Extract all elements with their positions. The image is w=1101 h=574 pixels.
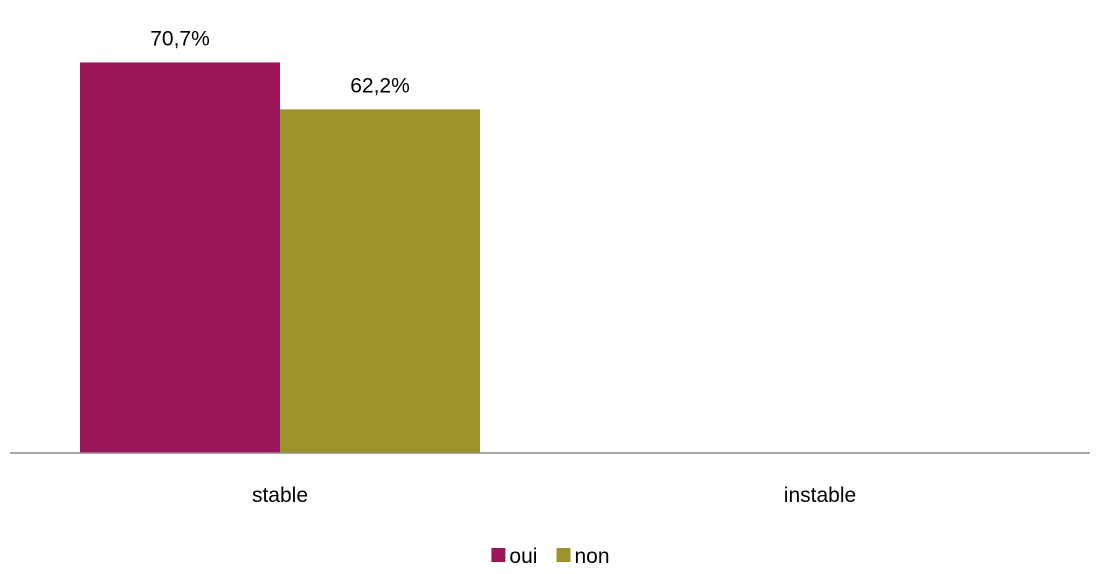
legend-label-non: non (575, 545, 610, 568)
legend: oui non (491, 545, 610, 568)
bar-stable-non (280, 109, 480, 453)
category-labels-group: stable instable (252, 484, 856, 507)
bars-group (80, 62, 480, 454)
bar-stable-oui (80, 62, 280, 454)
legend-swatch-non (556, 548, 571, 562)
data-label-stable-oui: 70,7% (150, 27, 210, 50)
legend-swatch-oui (491, 548, 506, 562)
data-label-stable-non: 62,2% (350, 74, 410, 97)
category-label-stable: stable (252, 484, 308, 507)
value-labels-group: 70,7% 62,2% (150, 27, 410, 97)
category-label-instable: instable (784, 484, 856, 507)
legend-label-oui: oui (509, 545, 537, 568)
